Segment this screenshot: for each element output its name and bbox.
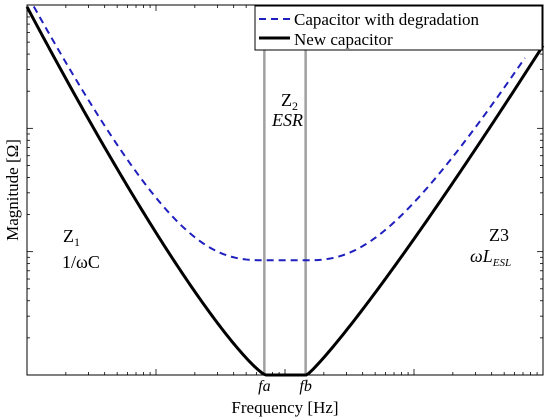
legend-label-new: New capacitor bbox=[294, 30, 393, 49]
annotation-z3: Z3 ωLESL bbox=[470, 225, 511, 269]
marker-label-fa: fa bbox=[258, 378, 270, 395]
annotation-z1-subscript: 1 bbox=[74, 235, 80, 249]
series-line-degraded bbox=[32, 5, 526, 262]
annotation-z2: Z2 ESR bbox=[271, 90, 303, 130]
annotation-z2-subscript: 2 bbox=[292, 99, 298, 113]
annotation-z3-formula: ωLESL bbox=[470, 246, 511, 269]
series-line-new bbox=[25, 6, 545, 377]
annotation-z3-label: Z3 bbox=[489, 225, 509, 245]
annotation-z1-formula: 1/ωC bbox=[62, 252, 100, 272]
annotation-z2-label: Z2 bbox=[281, 90, 298, 113]
annotation-z1-label: Z1 bbox=[63, 226, 80, 249]
legend-box bbox=[254, 5, 543, 51]
annotation-z1: Z1 1/ωC bbox=[62, 226, 100, 272]
legend: Capacitor with degradation New capacitor bbox=[254, 5, 543, 51]
annotation-z3-subscript: ESL bbox=[492, 257, 511, 269]
annotation-z2-formula: ESR bbox=[271, 110, 303, 130]
plot-area bbox=[26, 4, 544, 376]
legend-label-degraded: Capacitor with degradation bbox=[294, 10, 480, 29]
x-axis-title: Frequency [Hz] bbox=[231, 398, 338, 417]
marker-label-fb: fb bbox=[299, 378, 311, 395]
y-axis-title: Magnitude [Ω] bbox=[3, 139, 22, 241]
